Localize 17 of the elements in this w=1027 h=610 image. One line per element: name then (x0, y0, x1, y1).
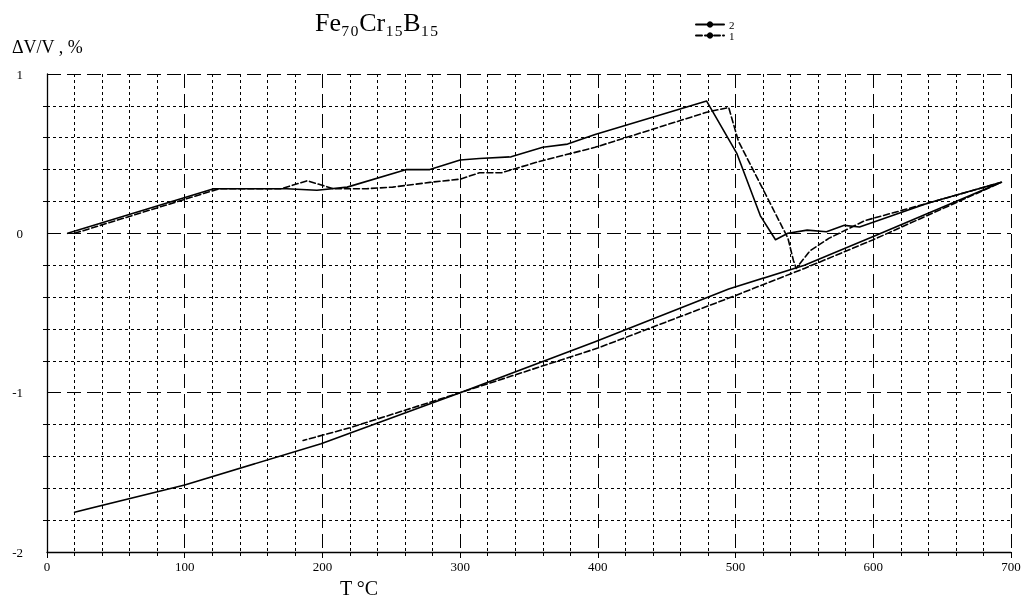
legend-label: 1 (729, 29, 735, 42)
y-tick-label: 1 (16, 66, 23, 82)
x-tick-label: 200 (312, 559, 333, 574)
x-tick-label: 100 (174, 559, 195, 574)
x-tick-label: 400 (588, 559, 608, 574)
x-tick-label: 0 (43, 559, 51, 574)
x-tick-label: 600 (863, 559, 884, 574)
x-tick-label: 500 (725, 559, 746, 574)
chart-title: Fe₇₀Cr₁₅B₁₅ (315, 7, 439, 37)
y-tick-label: 0 (16, 225, 23, 241)
y-tick-label: -1 (12, 385, 23, 401)
legend-label: 2 (729, 18, 735, 31)
y-axis-title: ΔV/V , % (12, 37, 83, 57)
x-axis-title: T °C (339, 576, 379, 599)
x-tick-label: 700 (1001, 559, 1021, 574)
x-tick-label: 300 (450, 559, 470, 574)
y-tick-label: -2 (12, 544, 23, 560)
